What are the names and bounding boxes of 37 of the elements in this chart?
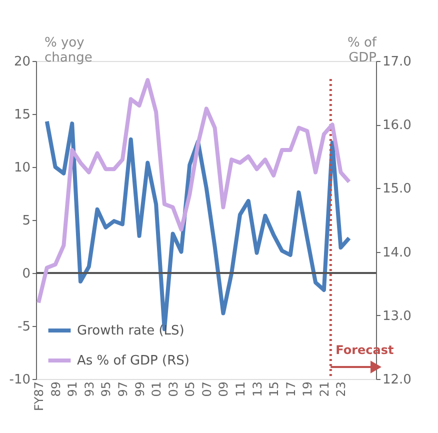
y2-tick-label: 13.0 xyxy=(382,308,412,324)
y-tick-label: 15 xyxy=(14,108,30,122)
x-tick-label: 03 xyxy=(166,382,180,397)
x-tick-label: 97 xyxy=(116,382,130,397)
y-axis-title: % yoy change xyxy=(44,36,92,66)
y-tick-label: -10 xyxy=(9,372,30,388)
x-tick-label: 05 xyxy=(183,382,198,397)
x-tick-label: 11 xyxy=(234,382,248,397)
x-tick-label: 17 xyxy=(284,382,298,397)
legend-label: As % of GDP (RS) xyxy=(77,354,190,368)
y-tick-label: -5 xyxy=(18,320,30,334)
y2-tick-label: 12.0 xyxy=(382,372,412,388)
y2-tick-label: 15.0 xyxy=(382,182,412,197)
y-tick-label: 20 xyxy=(14,54,30,70)
x-tick-label: 99 xyxy=(132,382,147,397)
y-tick-label: 10 xyxy=(14,160,30,176)
x-tick-label: 01 xyxy=(150,382,164,397)
legend-label: Growth rate (LS) xyxy=(77,324,184,338)
x-tick-label: 21 xyxy=(317,382,332,397)
y2-tick-label: 17.0 xyxy=(382,54,412,70)
x-tick-label: 93 xyxy=(82,382,96,397)
y2-tick-label: 16.0 xyxy=(382,118,412,134)
x-tick-label: 15 xyxy=(267,382,282,397)
x-tick-label: 07 xyxy=(200,382,214,397)
x-tick-label: 13 xyxy=(250,382,264,397)
y-tick-label: 0 xyxy=(22,266,30,282)
y-tick-label: 5 xyxy=(22,214,30,228)
x-tick-label: 09 xyxy=(216,382,231,397)
x-tick-label: 23 xyxy=(334,382,348,397)
x-tick-label: FY87 xyxy=(32,382,46,412)
line-series xyxy=(36,78,352,305)
x-tick-label: 95 xyxy=(99,382,114,397)
x-tick-label: 89 xyxy=(48,382,63,397)
x-tick-label: 91 xyxy=(66,382,80,397)
y2-tick-label: 14.0 xyxy=(382,245,412,260)
x-tick-label: 19 xyxy=(300,382,315,397)
y2-axis-title: % of GDP xyxy=(347,36,377,66)
